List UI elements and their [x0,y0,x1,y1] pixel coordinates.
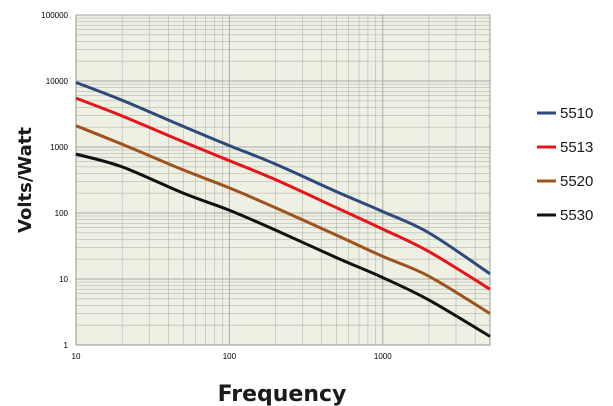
x-tick-label: 100 [223,352,237,361]
y-tick-labels: 1 10 100 1000 10000 100000 [41,11,68,350]
legend-label-5510: 5510 [560,105,593,122]
series-line-5520 [75,124,491,315]
y-tick-label: 100 [55,209,69,218]
minor-gridlines [76,15,491,345]
series-line-5510 [75,81,491,276]
series-line-5513 [75,96,491,291]
x-tick-label: 10 [72,352,81,361]
legend-label-5513: 5513 [560,139,593,156]
legend-label-5530: 5530 [560,207,593,224]
series-line-5530 [75,152,491,338]
y-tick-label: 10000 [46,77,69,86]
y-tick-label: 100000 [41,11,68,20]
x-axis-title: Frequency [218,382,347,406]
plot-area [76,15,490,345]
y-tick-label: 1 [64,341,69,350]
x-tick-label: 1000 [374,352,392,361]
series-layer [75,81,491,338]
legend-label-5520: 5520 [560,173,593,190]
y-tick-label: 1000 [50,143,68,152]
plot-border [75,14,491,346]
y-tick-label: 10 [59,275,68,284]
y-axis-title: Volts/Watt [15,127,36,233]
x-tick-labels: 10 100 1000 [72,352,393,361]
legend: 5510 5513 5520 5530 [537,105,593,224]
